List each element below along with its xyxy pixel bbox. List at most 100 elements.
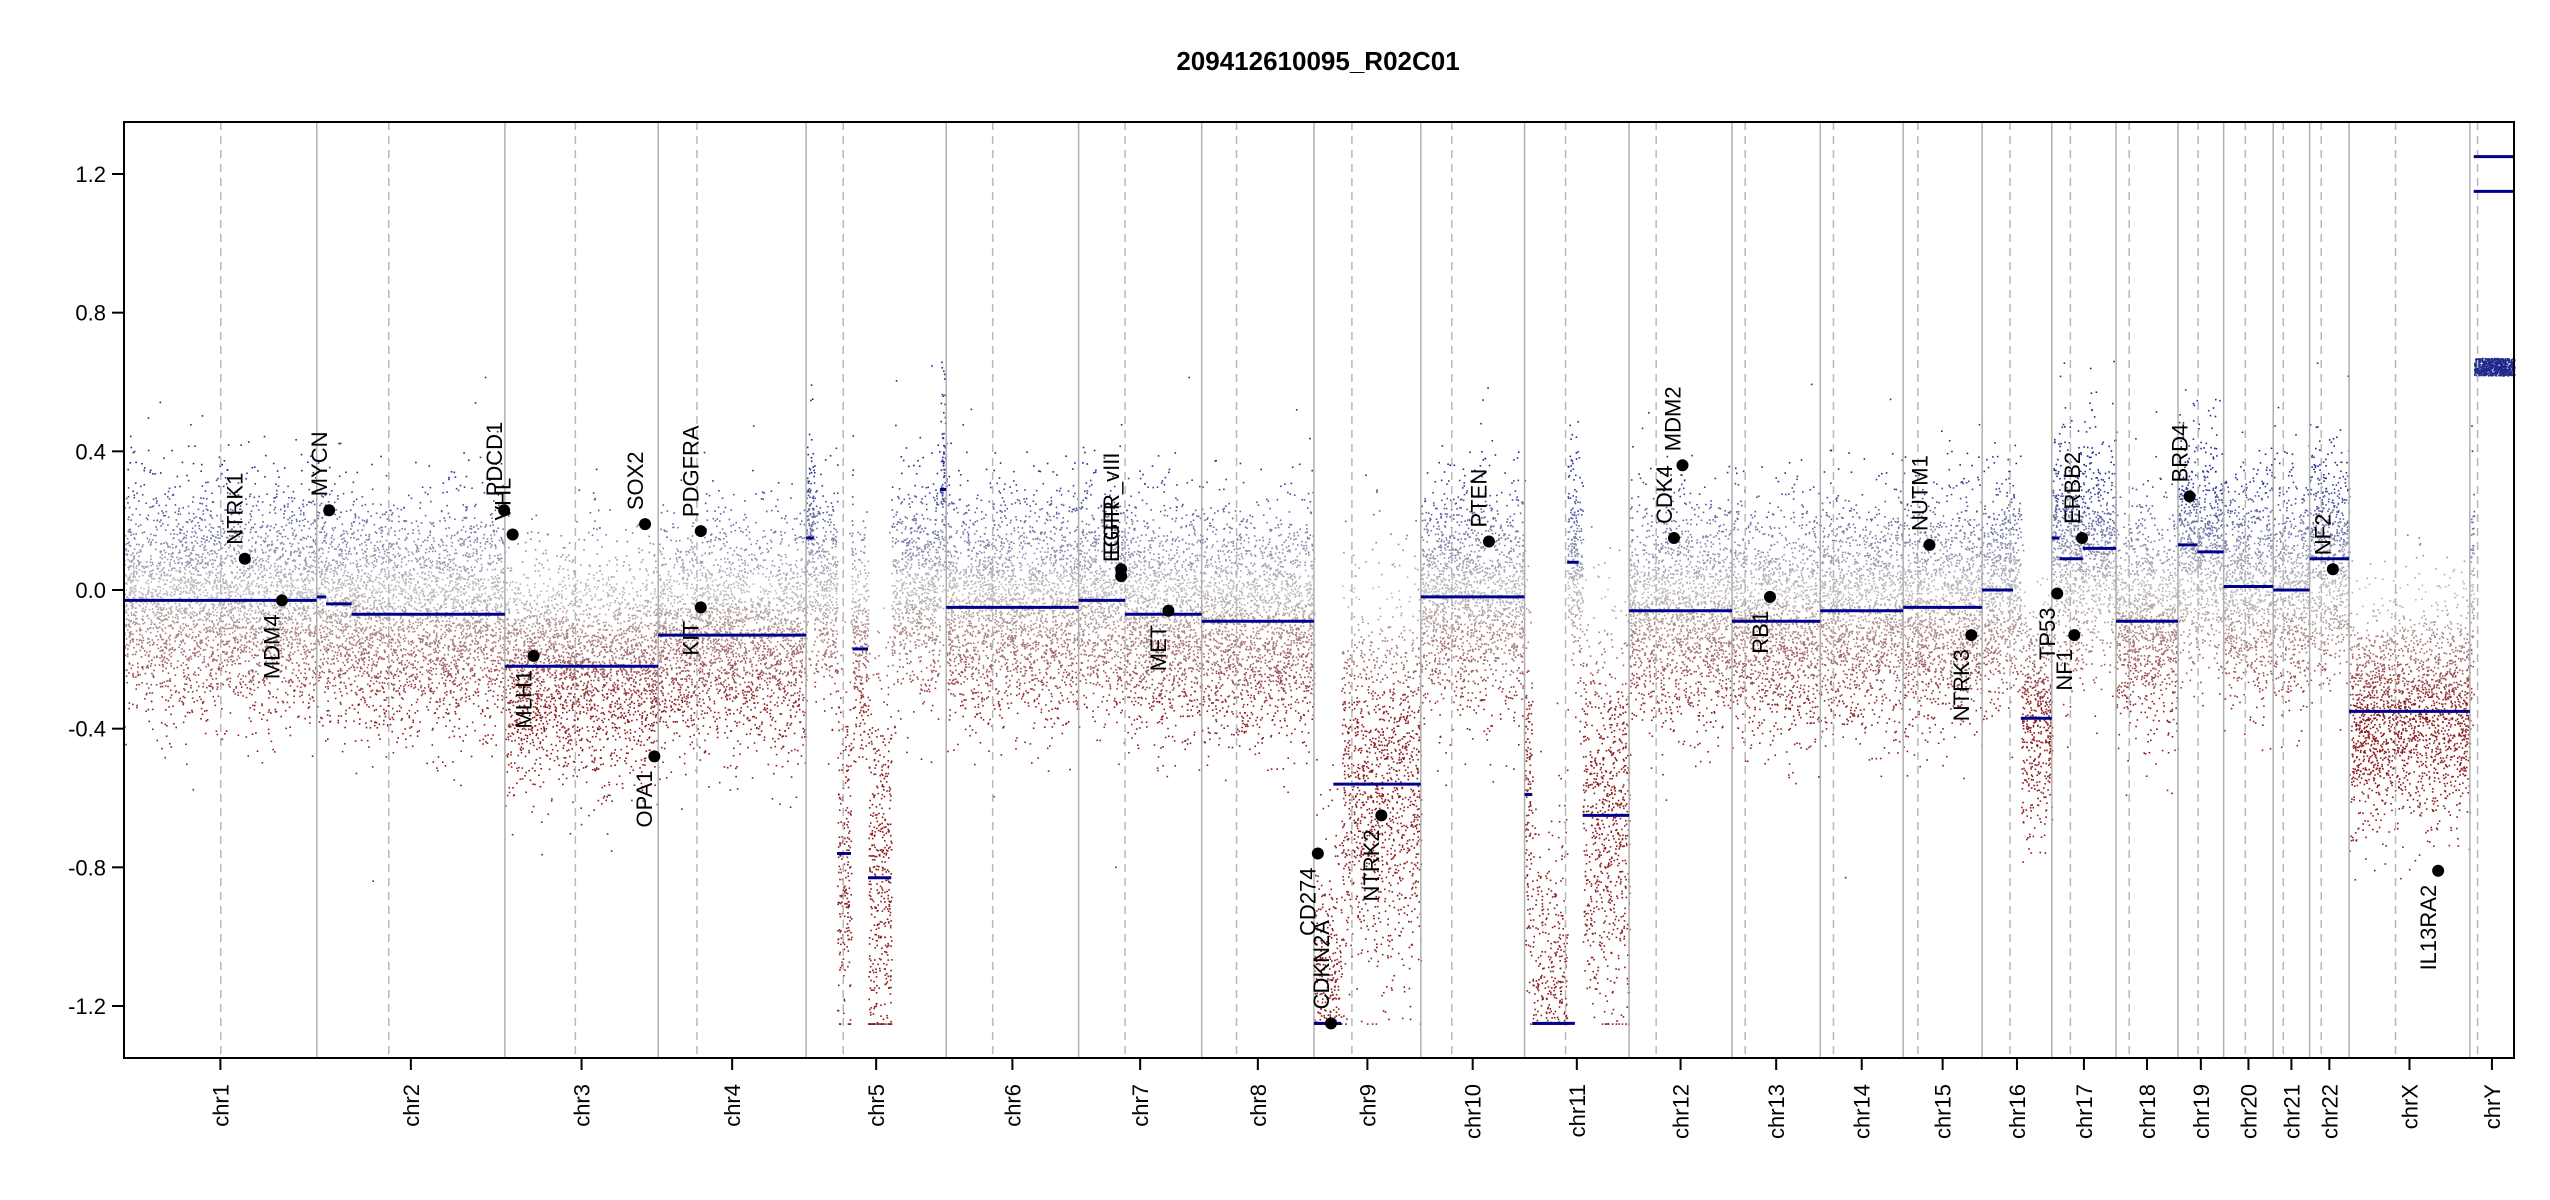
probe-point-589	[213, 625, 215, 627]
probe-point-198	[290, 590, 292, 592]
probe-point-1037	[218, 526, 220, 528]
probe-point-380	[129, 560, 131, 562]
probe-point-894	[127, 656, 129, 658]
probe-point-110	[160, 472, 162, 474]
probe-point-503	[142, 546, 144, 548]
probe-point-461	[176, 519, 178, 521]
probe-point-334	[217, 595, 219, 597]
probe-point-85	[253, 570, 255, 572]
probe-point-1121	[191, 658, 193, 660]
probe-point-832	[171, 450, 173, 452]
probe-point-670	[186, 521, 188, 523]
probe-point-6	[284, 607, 286, 609]
probe-point-767	[178, 523, 180, 525]
probe-point-456	[202, 415, 204, 417]
probe-point-773	[215, 636, 217, 638]
probe-point-998	[144, 650, 146, 652]
probe-point-959	[141, 647, 143, 649]
probe-point-982	[165, 709, 167, 711]
probe-point-975	[296, 605, 298, 607]
probe-point-711	[275, 709, 277, 711]
probe-point-1059	[209, 657, 211, 659]
probe-point-162	[251, 510, 253, 512]
cnv-plot: 209412610095_R02C01 NTRK1MDM4MYCN PDCD1VH…	[0, 0, 2550, 1200]
probe-point-525	[229, 597, 231, 599]
probe-point-714	[250, 670, 252, 672]
probe-point-960	[175, 617, 177, 619]
probe-point-1075	[163, 567, 165, 569]
probe-point-508	[269, 577, 271, 579]
probe-point-465	[142, 637, 144, 639]
probe-point-196	[163, 594, 165, 596]
probe-point-1050	[215, 678, 217, 680]
probe-point-1111	[221, 568, 223, 570]
probe-point-303	[204, 595, 206, 597]
probe-point-1120	[263, 565, 265, 567]
probe-point-1095	[289, 569, 291, 571]
probe-point-543	[139, 514, 141, 516]
probe-point-738	[160, 646, 162, 648]
probe-point-964	[222, 641, 224, 643]
probe-point-691	[134, 548, 136, 550]
probe-point-125	[172, 616, 174, 618]
probe-point-856	[131, 554, 133, 556]
probe-point-471	[147, 580, 149, 582]
probe-point-318	[273, 463, 275, 465]
probe-point-357	[250, 519, 252, 521]
probe-point-100	[168, 613, 170, 615]
probe-point-306	[171, 746, 173, 748]
probe-point-1003	[216, 553, 218, 555]
probe-point-349	[269, 691, 271, 693]
probe-point-32	[245, 593, 247, 595]
probe-point-1093	[181, 634, 183, 636]
probe-point-540	[297, 633, 299, 635]
probe-point-163	[216, 619, 218, 621]
probe-point-732	[239, 657, 241, 659]
probe-point-165	[207, 645, 209, 647]
probe-point-33	[198, 651, 200, 653]
probe-point-150	[174, 589, 176, 591]
probe-point-455	[222, 621, 224, 623]
probe-point-533	[204, 519, 206, 521]
probe-point-586	[213, 586, 215, 588]
probe-point-974	[302, 504, 304, 506]
probe-point-1130	[182, 629, 184, 631]
probe-point-151	[164, 562, 166, 564]
probe-point-1019	[160, 650, 162, 652]
probe-point-373	[158, 563, 160, 565]
probe-point-563	[212, 572, 214, 574]
probe-point-500	[190, 612, 192, 614]
probe-point-1103	[282, 587, 284, 589]
probe-point-4	[135, 588, 137, 590]
probe-point-171	[285, 668, 287, 670]
probe-point-236	[264, 605, 266, 607]
probe-point-462	[172, 547, 174, 549]
probe-point-91	[260, 559, 262, 561]
probe-point-152	[282, 536, 284, 538]
probe-point-439	[249, 608, 251, 610]
probe-point-595	[166, 579, 168, 581]
probe-point-826	[309, 722, 311, 724]
probe-point-881	[222, 561, 224, 563]
probe-point-889	[126, 682, 128, 684]
probe-point-833	[234, 558, 236, 560]
probe-point-1089	[246, 577, 248, 579]
probe-point-238	[301, 594, 303, 596]
probe-point-944	[193, 591, 195, 593]
probe-point-588	[160, 637, 162, 639]
probe-point-257	[203, 535, 205, 537]
probe-point-155	[215, 659, 217, 661]
probe-point-625	[156, 500, 158, 502]
probe-point-984	[142, 571, 144, 573]
probe-point-521	[161, 558, 163, 560]
probe-point-22	[266, 569, 268, 571]
probe-point-1134	[188, 480, 190, 482]
probe-point-689	[309, 683, 311, 685]
probe-point-434	[187, 677, 189, 679]
probe-point-1051	[143, 640, 145, 642]
probe-point-555	[164, 604, 166, 606]
probe-point-523	[224, 608, 226, 610]
probe-point-330	[152, 709, 154, 711]
probe-point-144	[163, 659, 165, 661]
probe-point-983	[284, 506, 286, 508]
